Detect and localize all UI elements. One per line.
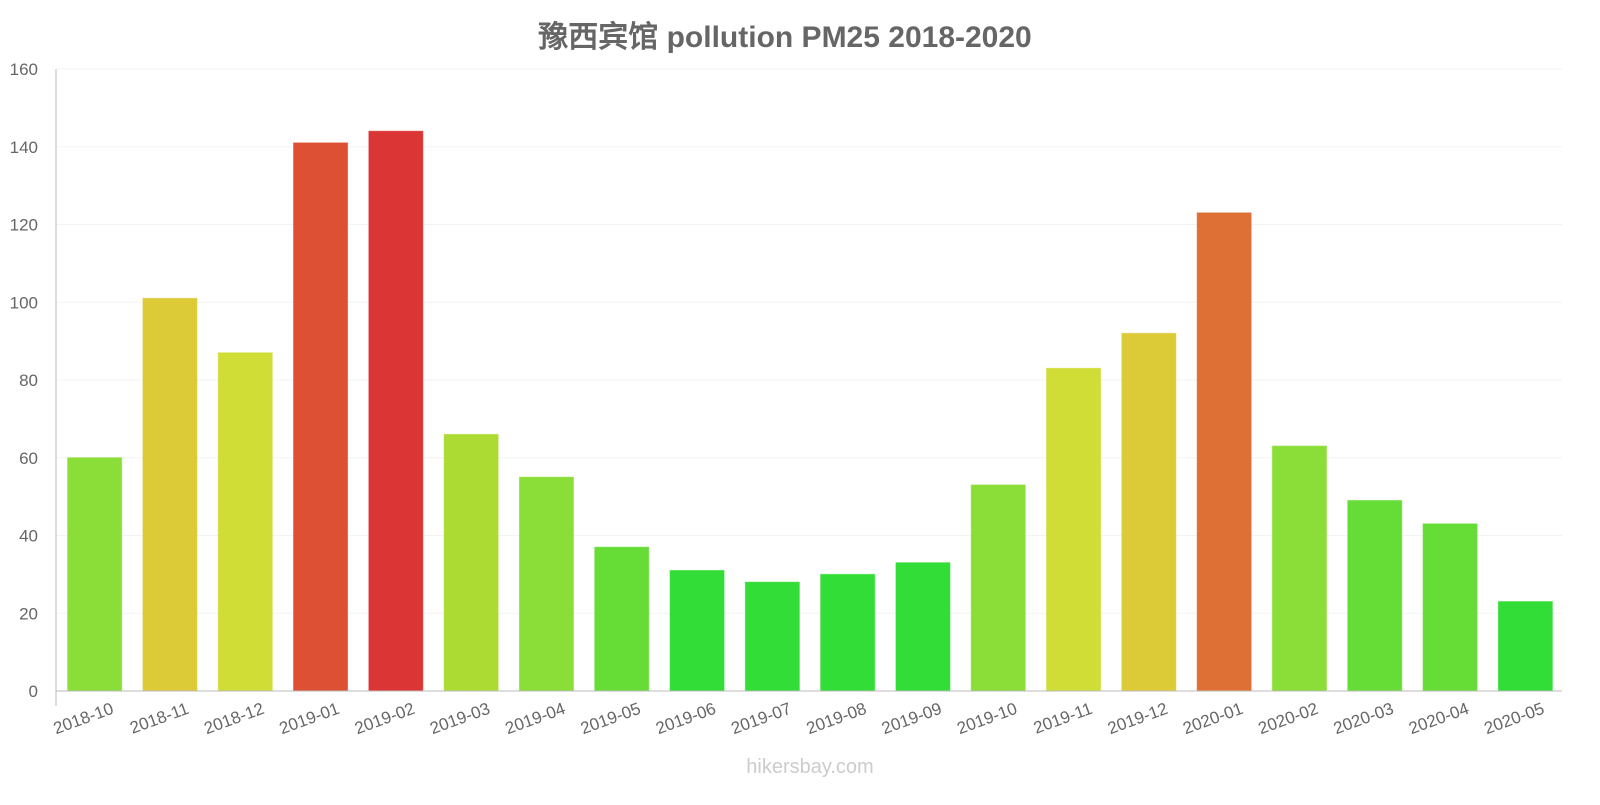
x-tick-label: 2019-03 [427,699,492,738]
x-tick-label: 2019-04 [503,699,568,738]
x-tick-label: 2020-05 [1482,699,1547,738]
x-tick-label: 2019-12 [1105,699,1170,738]
x-tick-label: 2018-10 [51,699,116,738]
x-tick-label: 2019-07 [729,699,794,738]
x-tick-label: 2020-03 [1331,699,1396,738]
x-tick-label: 2019-09 [879,699,944,738]
bar-2019-08 [820,573,876,692]
x-tick-label: 2019-02 [352,699,417,738]
x-tick-label: 2020-01 [1180,699,1245,738]
x-tick-label: 2018-12 [201,699,266,738]
bar-2019-12 [1121,332,1177,692]
x-tick-label: 2020-02 [1256,699,1321,738]
bar-2018-12 [217,352,273,692]
bar-2020-04 [1422,523,1478,692]
bar-2019-04 [518,476,574,692]
y-tick-label: 140 [10,138,38,157]
y-tick-label: 80 [19,371,38,390]
y-tick-label: 60 [19,449,38,468]
bar-2019-01 [293,142,349,692]
x-tick-label: 2020-04 [1406,699,1471,738]
x-tick-label: 2019-01 [277,699,342,738]
bar-2020-02 [1271,445,1327,692]
bar-2019-03 [443,433,499,692]
x-tick-label: 2019-08 [804,699,869,738]
bar-2019-06 [669,569,725,692]
x-tick-label: 2019-06 [653,699,718,738]
y-tick-label: 0 [29,682,38,701]
y-tick-label: 100 [10,293,38,312]
x-tick-label: 2019-05 [578,699,643,738]
x-tick-label: 2018-11 [127,699,191,738]
chart-title: 豫西宾馆 pollution PM25 2018-2020 [538,20,1031,54]
x-tick-label: 2019-11 [1031,699,1095,738]
bar-2019-11 [1046,367,1102,692]
bar-2019-02 [368,130,424,692]
bar-2020-01 [1196,212,1252,692]
y-tick-label: 120 [10,216,38,235]
y-tick-label: 160 [10,60,38,79]
x-tick-label: 2019-10 [954,699,1019,738]
bar-2019-09 [895,562,951,692]
bar-2020-03 [1347,500,1403,692]
y-tick-label: 40 [19,527,38,546]
bar-2020-05 [1497,601,1553,692]
y-tick-label: 20 [19,604,38,623]
bar-2019-07 [744,581,800,692]
bar-2019-05 [594,546,650,692]
bar-2018-11 [142,297,198,692]
bar-2019-10 [970,484,1026,692]
watermark: hikersbay.com [746,756,873,778]
bar-2018-10 [67,457,123,692]
